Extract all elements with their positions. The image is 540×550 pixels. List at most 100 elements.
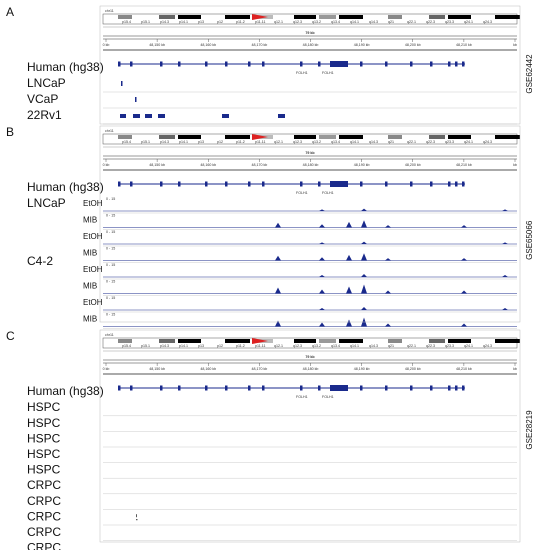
exon — [430, 385, 433, 391]
scale-label: 0 - 15 — [106, 246, 115, 250]
span-label: 79 kb — [305, 355, 315, 359]
band-label: q13.4 — [331, 140, 340, 144]
ideogram-band — [339, 15, 363, 19]
track-label: CRPC — [27, 494, 61, 508]
feature — [121, 81, 123, 86]
band-label: q22.1 — [407, 20, 416, 24]
track-label: C4-2 — [27, 254, 53, 268]
ideogram-band — [204, 339, 222, 343]
feature — [278, 114, 285, 118]
coordinate-label: 48,150 kb — [149, 163, 165, 167]
band-label: p11.11 — [255, 344, 265, 348]
band-label: p15.4 — [122, 140, 131, 144]
exon — [205, 61, 208, 67]
exon — [205, 181, 208, 187]
coordinate-label: 48,180 kb — [303, 367, 319, 371]
exon — [248, 61, 251, 67]
ideogram-band — [429, 135, 445, 139]
ideogram-band — [319, 339, 336, 343]
track-label: 22Rv1 — [27, 108, 62, 122]
condition-label: MIB — [83, 282, 97, 291]
exon — [160, 61, 163, 67]
condition-label: EtOH — [83, 265, 103, 274]
ideogram-band — [474, 135, 492, 139]
signal-peak — [361, 284, 367, 294]
ideogram-band — [135, 135, 156, 139]
coordinate-label: 0 kb — [103, 163, 110, 167]
signal-peak — [502, 209, 508, 211]
track-label: HSPC — [27, 400, 61, 414]
signal-peak — [275, 320, 281, 327]
signal-peak — [385, 323, 391, 327]
panel-frame — [99, 329, 521, 543]
band-label: p11.2 — [236, 344, 245, 348]
band-label: q23.3 — [445, 140, 454, 144]
ideogram-band — [388, 339, 402, 343]
coordinate-label: 48,170 kb — [251, 43, 267, 47]
coordinate-label: kb — [513, 163, 517, 167]
ideogram-band — [448, 15, 471, 19]
exon — [448, 385, 451, 391]
coordinate-label: 48,160 kb — [200, 43, 216, 47]
signal-peak — [346, 286, 352, 294]
ideogram-band — [429, 15, 445, 19]
band-label: p13 — [198, 140, 204, 144]
signal-peak — [319, 209, 325, 211]
ideogram-band — [204, 15, 222, 19]
band-label: q24.1 — [464, 20, 473, 24]
band-label: p14.1 — [179, 20, 188, 24]
band-label: q12.3 — [293, 20, 302, 24]
exon — [410, 181, 413, 187]
exon — [318, 181, 321, 187]
scale-label: 0 - 15 — [106, 213, 115, 217]
band-label: p11.2 — [236, 20, 245, 24]
ideogram-band — [405, 15, 426, 19]
scale-label: 0 - 15 — [106, 279, 115, 283]
ideogram-band — [294, 15, 316, 19]
exon — [130, 181, 133, 187]
signal-peak — [346, 254, 352, 261]
exon — [300, 181, 303, 187]
coordinate-label: 48,210 kb — [456, 43, 472, 47]
signal-peak — [502, 275, 508, 277]
signal-peak — [461, 290, 467, 294]
track-label: HSPC — [27, 447, 61, 461]
exon — [118, 181, 121, 187]
signal-peak — [361, 274, 367, 277]
track-label: HSPC — [27, 431, 61, 445]
band-label: q22.3 — [426, 344, 435, 348]
feature — [145, 114, 152, 118]
ideogram-band — [495, 339, 520, 343]
gene-label: FOLH1 — [296, 191, 308, 195]
condition-label: MIB — [83, 249, 97, 258]
exon — [462, 181, 465, 187]
accession-label: GSE28219 — [525, 410, 534, 450]
coordinate-label: 48,190 kb — [354, 367, 370, 371]
band-label: q14.3 — [369, 344, 378, 348]
coordinate-label: kb — [513, 43, 517, 47]
signal-peak — [361, 253, 367, 261]
exon — [225, 61, 228, 67]
signal-peak — [502, 242, 508, 244]
band-label: p13 — [198, 344, 204, 348]
signal-peak — [319, 289, 325, 294]
signal-peak — [319, 257, 325, 261]
band-label: q23.3 — [445, 20, 454, 24]
ideogram-band — [276, 15, 291, 19]
band-label: p11.11 — [255, 20, 265, 24]
coordinate-label: 48,170 kb — [251, 163, 267, 167]
centromere — [252, 134, 268, 140]
exon — [330, 181, 348, 187]
signal-peak — [275, 222, 281, 228]
exon — [385, 385, 388, 391]
ideogram-band — [448, 339, 471, 343]
signal-peak — [319, 275, 325, 277]
ideogram-band — [276, 135, 291, 139]
band-label: q14.1 — [350, 344, 359, 348]
signal-peak — [319, 224, 325, 228]
exon — [318, 385, 321, 391]
exon — [262, 181, 265, 187]
band-label: p15.4 — [122, 20, 131, 24]
band-label: q24.1 — [464, 344, 473, 348]
track-label: HSPC — [27, 463, 61, 477]
